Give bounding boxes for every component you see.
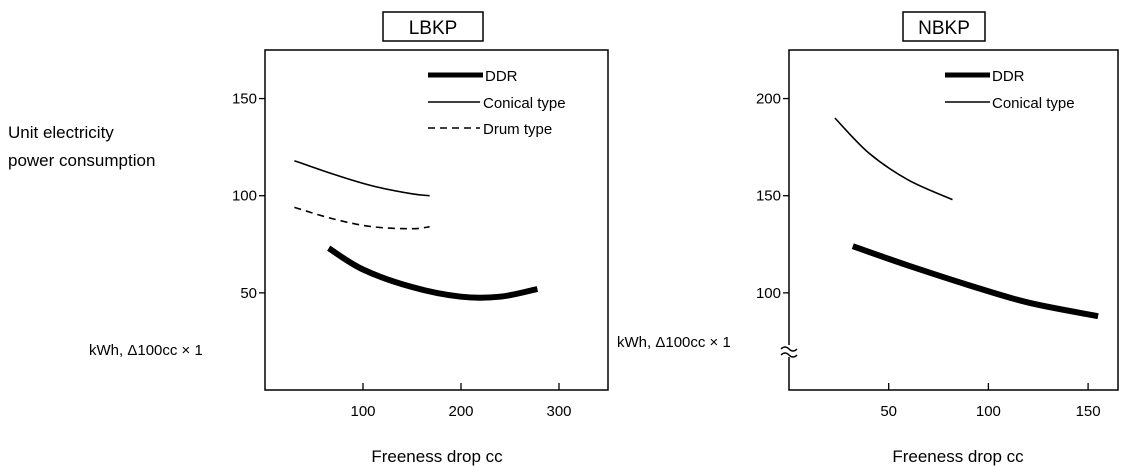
lbkp-x-tick-label: 300 — [546, 403, 571, 420]
nbkp-y-tick-label: 150 — [756, 188, 781, 205]
lbkp-title-box — [382, 11, 484, 42]
lbkp-series-ddr-line — [327, 245, 539, 301]
nbkp-x-tick-label: 100 — [976, 403, 1001, 420]
lbkp-plot-frame — [264, 49, 609, 391]
nbkp-y-tick-label: 200 — [756, 91, 781, 108]
lbkp-series-drum-type-line — [294, 206, 430, 230]
nbkp-y-unit-label: kWh, Δ100cc × 1 — [617, 334, 731, 351]
lbkp-series — [294, 159, 539, 301]
lbkp-chart: LBKP 100 200 300 50 100 150 kWh, Δ100cc × 1 F… — [89, 11, 609, 466]
nbkp-series-ddr-line — [851, 243, 1099, 320]
nbkp-series-conical-type-line — [834, 117, 953, 201]
nbkp-title-box — [902, 11, 986, 42]
lbkp-x-tick-label: 200 — [448, 403, 473, 420]
nbkp-x-tick-label: 50 — [880, 403, 897, 420]
lbkp-x-axis-label: Freeness drop cc — [371, 447, 503, 466]
nbkp-legend-conical-label: Conical type — [992, 95, 1075, 112]
lbkp-chart-title: LBKP — [409, 18, 458, 39]
lbkp-y-tick-label: 150 — [232, 91, 257, 108]
nbkp-x-axis-label: Freeness drop cc — [892, 447, 1024, 466]
nbkp-legend-ddr-label: DDR — [992, 68, 1025, 85]
lbkp-legend: DDR Conical type Drum type — [428, 68, 566, 138]
y-axis-label-line2: power consumption — [8, 151, 155, 170]
nbkp-legend: DDR Conical type — [945, 68, 1075, 112]
lbkp-x-tick-label: 100 — [350, 403, 375, 420]
lbkp-series-conical-type-line — [294, 159, 430, 197]
lbkp-legend-drum-label: Drum type — [483, 121, 552, 138]
y-axis-label-line1: Unit electricity — [8, 123, 114, 142]
nbkp-y-tick-label: 100 — [756, 285, 781, 302]
nbkp-series — [834, 117, 1099, 320]
lbkp-legend-ddr-label: DDR — [485, 68, 518, 85]
nbkp-plot-frame — [788, 49, 1119, 391]
lbkp-legend-conical-label: Conical type — [483, 95, 566, 112]
lbkp-y-tick-label: 100 — [232, 188, 257, 205]
lbkp-ticks: 100 200 300 50 100 150 — [232, 91, 572, 420]
nbkp-chart-title: NBKP — [918, 18, 970, 39]
lbkp-y-unit-label: kWh, Δ100cc × 1 — [89, 342, 203, 359]
nbkp-chart: NBKP 50 100 150 100 150 200 kWh, Δ100cc × 1 F… — [617, 11, 1119, 466]
nbkp-ticks: 50 100 150 100 150 200 — [756, 91, 1101, 420]
lbkp-y-tick-label: 50 — [240, 285, 257, 302]
nbkp-x-tick-label: 150 — [1076, 403, 1101, 420]
nbkp-axis-break-icon — [780, 345, 798, 358]
